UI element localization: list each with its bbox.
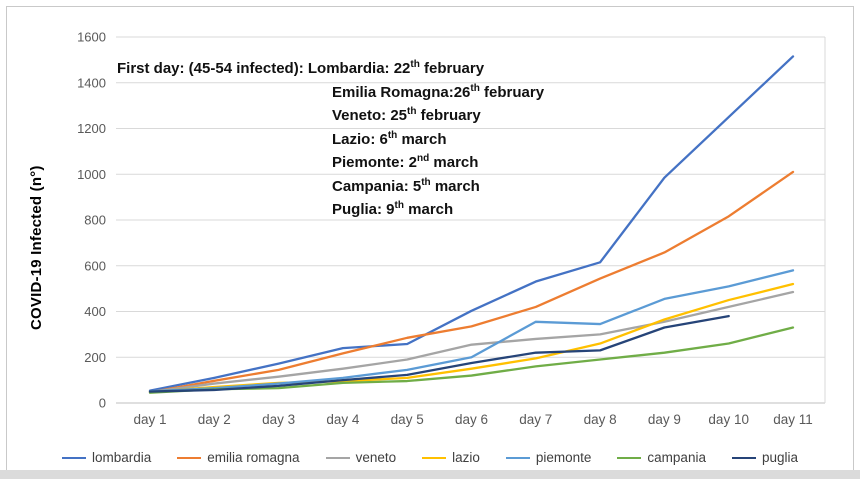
legend-swatch (325, 456, 350, 459)
series-line-puglia (148, 314, 730, 393)
legend-item-veneto: veneto (325, 450, 397, 465)
y-tick-label: 600 (84, 258, 106, 273)
legend-swatch (422, 456, 447, 459)
legend-label: puglia (761, 450, 798, 465)
legend-item-emilia-romagna: emilia romagna (177, 450, 300, 465)
x-tick-label: day 3 (262, 412, 295, 427)
legend-item-campania: campania (617, 450, 706, 465)
series-line-veneto (148, 290, 795, 394)
annotation-line: First day: (45-54 infected): Lombardia: … (117, 59, 485, 78)
annotation-line: Lazio: 6th march (332, 129, 447, 148)
legend: lombardia emilia romagna veneto lazio piemon… (0, 450, 860, 465)
chart-frame (6, 6, 854, 471)
y-tick-label: 0 (99, 396, 106, 411)
legend-swatch (505, 456, 530, 459)
legend-swatch (617, 456, 642, 459)
y-tick-label: 800 (84, 213, 106, 228)
legend-item-lombardia: lombardia (61, 450, 152, 465)
annotation-line: Veneto: 25th february (332, 106, 481, 125)
series-line-emilia-romagna (148, 170, 795, 394)
legend-item-lazio: lazio (422, 450, 480, 465)
x-tick-label: day 10 (708, 412, 749, 427)
bottom-strip (0, 470, 860, 479)
legend-label: lombardia (91, 450, 152, 465)
x-tick-label: day 9 (648, 412, 681, 427)
y-axis-title: COVID-19 Infected (n°) (28, 165, 45, 330)
y-tick-label: 400 (84, 304, 106, 319)
legend-label: campania (647, 450, 706, 465)
series-line-piemonte (148, 269, 795, 393)
y-tick-label: 1000 (77, 167, 106, 182)
x-tick-label: day 4 (326, 412, 360, 427)
legend-label: piemonte (535, 450, 592, 465)
annotation-line: Emilia Romagna:26th february (332, 82, 545, 101)
y-tick-label: 1200 (77, 121, 106, 136)
x-tick-label: day 7 (519, 412, 552, 427)
legend-item-piemonte: piemonte (505, 450, 592, 465)
y-tick-label: 1400 (77, 75, 106, 90)
series-line-lombardia (148, 55, 795, 392)
legend-label: lazio (452, 450, 480, 465)
x-tick-label: day 2 (198, 412, 231, 427)
legend-swatch (61, 456, 86, 459)
legend-label: emilia romagna (207, 450, 300, 465)
legend-swatch (731, 456, 756, 459)
y-tick-label: 200 (84, 350, 106, 365)
x-tick-label: day 5 (391, 412, 424, 427)
annotation-line: Campania: 5th march (332, 176, 480, 195)
annotation: First day: (45-54 infected): Lombardia: … (117, 57, 544, 222)
x-tick-label: day 11 (773, 412, 813, 427)
series-line-campania (148, 326, 795, 394)
x-tick-label: day 1 (133, 412, 166, 427)
x-tick-label: day 8 (584, 412, 617, 427)
annotation-line: Puglia: 9th march (332, 200, 454, 219)
y-tick-label: 1600 (77, 30, 106, 45)
legend-swatch (177, 456, 202, 459)
annotation-line: Piemonte: 2nd march (332, 153, 479, 172)
legend-label: veneto (355, 450, 397, 465)
legend-item-puglia: puglia (731, 450, 798, 465)
x-tick-label: day 6 (455, 412, 488, 427)
